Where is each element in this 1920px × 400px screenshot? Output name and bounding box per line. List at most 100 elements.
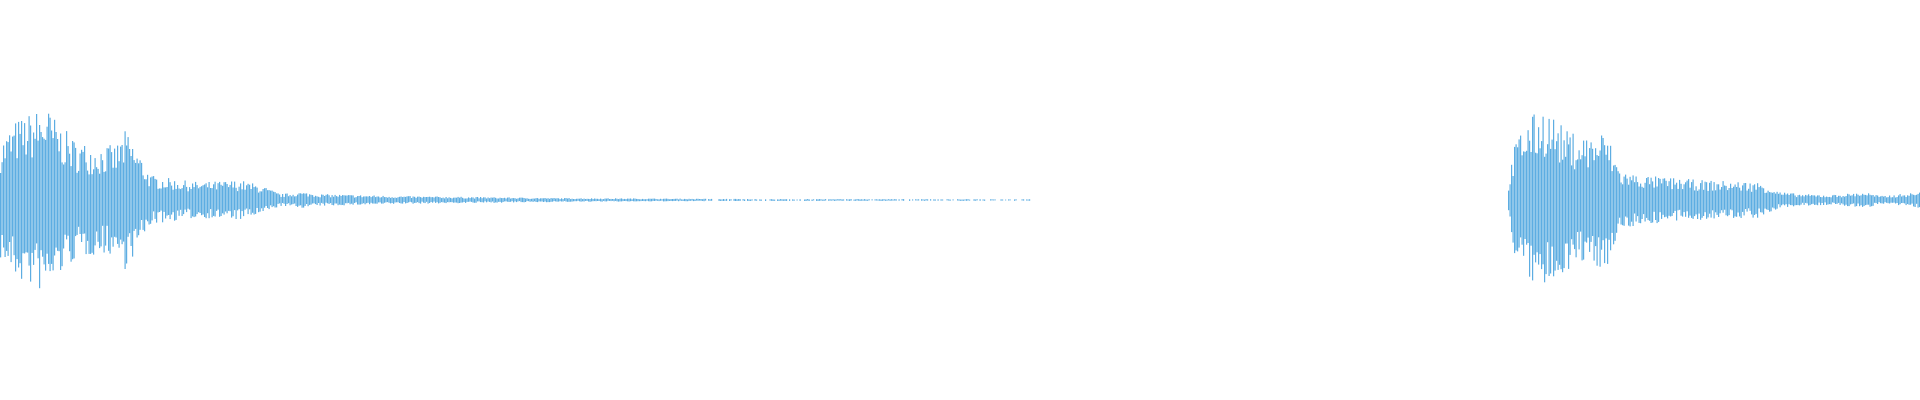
waveform-sample-bar — [700, 199, 702, 201]
waveform-sample-bar — [490, 197, 492, 203]
waveform-sample-bar — [1026, 199, 1028, 201]
waveform-sample-bar — [198, 188, 200, 213]
waveform-sample-bar — [1724, 185, 1726, 210]
waveform-sample-bar — [1014, 199, 1016, 201]
waveform-sample-bar — [1890, 197, 1892, 203]
waveform-sample-bar — [976, 199, 978, 201]
waveform-sample-bar — [1563, 140, 1565, 269]
waveform-sample-bar — [594, 198, 596, 202]
waveform-sample-bar — [220, 184, 222, 216]
waveform-sample-bar — [675, 198, 677, 201]
waveform-sample-bar — [592, 199, 594, 202]
waveform-sample-bar — [819, 199, 821, 201]
waveform-sample-bar — [361, 197, 363, 204]
waveform-sample-bar — [504, 197, 506, 202]
waveform-sample-bar — [1896, 197, 1898, 203]
waveform-sample-bar — [1727, 190, 1729, 217]
waveform-sample-bar — [1899, 194, 1901, 205]
waveform-sample-bar — [330, 197, 332, 204]
waveform-sample-bar — [591, 198, 593, 202]
waveform-sample-bar — [579, 198, 581, 202]
waveform-sample-bar — [46, 126, 48, 254]
waveform-sample-bar — [969, 199, 971, 201]
waveform-sample-bar — [460, 196, 462, 203]
waveform-sample-bar — [1793, 193, 1795, 207]
waveform-sample-bar — [1535, 152, 1537, 263]
waveform-sample-bar — [85, 162, 87, 255]
waveform-sample-bar — [868, 199, 870, 201]
waveform-sample-bar — [1826, 196, 1828, 205]
waveform-sample-bar — [535, 198, 537, 202]
waveform-sample-bar — [778, 199, 780, 201]
waveform-sample-bar — [804, 199, 806, 201]
waveform-sample-bar — [759, 199, 761, 201]
waveform-sample-bar — [669, 199, 671, 201]
waveform-sample-bar — [882, 199, 884, 201]
waveform-sample-bar — [1860, 195, 1862, 206]
waveform-sample-bar — [658, 199, 660, 202]
waveform-sample-bar — [1677, 188, 1679, 211]
waveform-sample-bar — [499, 197, 501, 202]
waveform-sample-bar — [511, 198, 513, 202]
waveform-sample-bar — [1740, 190, 1742, 218]
waveform-sample-bar — [1542, 116, 1544, 265]
waveform-sample-bar — [501, 198, 503, 203]
waveform-sample-bar — [136, 158, 138, 238]
waveform-sample-bar — [901, 199, 903, 201]
waveform-sample-bar — [567, 198, 569, 202]
waveform-sample-bar — [37, 140, 39, 259]
waveform-sample-bar — [1512, 176, 1514, 243]
waveform-sample-bar — [97, 168, 99, 242]
waveform-sample-bar — [465, 198, 467, 203]
waveform-sample-bar — [387, 197, 389, 203]
waveform-sample-bar — [1847, 193, 1849, 207]
waveform-sample-bar — [1788, 195, 1790, 205]
waveform-sample-bar — [1661, 183, 1663, 219]
waveform-sample-bar — [462, 197, 464, 203]
waveform-sample-bar — [517, 198, 519, 202]
waveform-clip-1[interactable] — [0, 113, 1031, 289]
waveform-sample-bar — [1911, 194, 1913, 204]
waveform-sample-bar — [898, 199, 900, 201]
waveform-clip-2[interactable] — [1508, 114, 1920, 283]
waveform-sample-bar — [322, 194, 324, 204]
waveform-sample-bar — [1517, 147, 1519, 252]
waveform-sample-bar — [388, 196, 390, 203]
waveform-sample-bar — [142, 175, 144, 230]
waveform-sample-bar — [880, 199, 882, 201]
waveform-sample-bar — [1607, 145, 1609, 264]
waveform-sample-bar — [946, 199, 948, 201]
waveform-sample-bar — [1908, 195, 1910, 205]
waveform-sample-bar — [49, 117, 51, 272]
waveform-sample-bar — [439, 197, 441, 203]
waveform-sample-bar — [1811, 195, 1813, 205]
waveform-sample-bar — [271, 190, 273, 208]
waveform-sample-bar — [391, 197, 393, 203]
waveform-sample-bar — [1659, 178, 1661, 213]
waveform-sample-bar — [568, 198, 570, 202]
waveform-sample-bar — [10, 151, 12, 263]
waveform-sample-bar — [1781, 194, 1783, 206]
waveform-sample-bar — [861, 199, 863, 201]
waveform-sample-bar — [246, 185, 248, 209]
waveform-sample-bar — [825, 199, 827, 201]
waveform-sample-bar — [1707, 190, 1709, 218]
waveform-sample-bar — [957, 199, 959, 201]
waveform-sample-bar — [72, 141, 74, 260]
waveform-sample-bar — [1530, 152, 1532, 246]
waveform-sample-bar — [261, 191, 263, 209]
waveform-sample-bar — [1671, 189, 1673, 216]
waveform-sample-bar — [892, 199, 894, 201]
waveform-sample-bar — [1640, 183, 1642, 224]
waveform-sample-bar — [1835, 195, 1837, 204]
waveform-sample-bar — [520, 197, 522, 203]
waveform-sample-bar — [991, 199, 993, 201]
waveform-sample-bar — [193, 187, 195, 218]
waveform-sample-bar — [132, 149, 134, 257]
waveform-sample-bar — [828, 199, 830, 201]
waveform-sample-bar — [255, 186, 257, 214]
waveform-sample-bar — [966, 199, 968, 201]
waveform-sample-bar — [1809, 195, 1811, 206]
